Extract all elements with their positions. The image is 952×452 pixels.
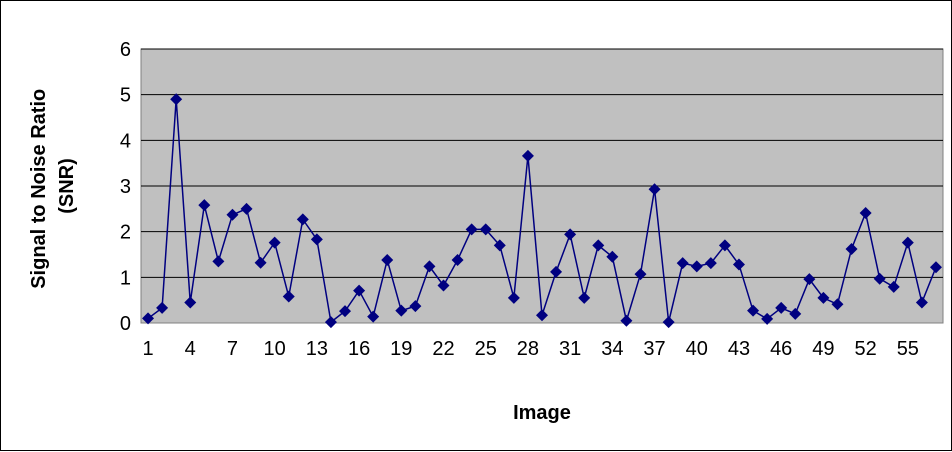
x-tick-label: 55: [897, 338, 919, 360]
data-point: [662, 316, 675, 329]
y-axis-title-line-2: (SNR): [56, 158, 78, 214]
data-point: [564, 228, 577, 241]
data-point: [831, 298, 844, 311]
data-point: [803, 273, 816, 286]
data-point: [606, 250, 619, 263]
data-point: [381, 253, 394, 266]
y-tick-label: 3: [120, 176, 131, 198]
data-markers: [142, 93, 942, 329]
data-point: [887, 280, 900, 293]
data-point: [732, 258, 745, 271]
data-point: [901, 236, 914, 249]
data-point: [339, 305, 352, 318]
y-tick-label: 6: [120, 39, 131, 61]
data-point: [550, 265, 563, 278]
y-tick-label: 1: [120, 267, 131, 289]
x-tick-label: 7: [227, 338, 238, 360]
data-point: [915, 296, 928, 309]
data-point: [226, 208, 239, 221]
x-tick-label: 46: [770, 338, 792, 360]
data-point: [282, 290, 295, 303]
y-axis-title: Signal to Noise Ratio (SNR): [28, 83, 78, 289]
data-point: [817, 291, 830, 304]
data-point: [296, 213, 309, 226]
data-point: [479, 223, 492, 236]
x-tick-label: 31: [559, 338, 581, 360]
x-tick-label: 25: [475, 338, 497, 360]
data-point: [704, 257, 717, 270]
x-axis-title: Image: [513, 402, 571, 424]
data-point: [184, 296, 197, 309]
y-tick-label: 5: [120, 85, 131, 107]
x-tick-label: 22: [432, 338, 454, 360]
data-point: [747, 304, 760, 317]
x-tick-label: 34: [601, 338, 623, 360]
y-axis-title-line-1: Signal to Noise Ratio: [28, 89, 50, 289]
data-point: [240, 202, 253, 215]
data-point: [690, 260, 703, 273]
data-point: [212, 255, 225, 268]
x-tick-label: 19: [390, 338, 412, 360]
data-point: [170, 93, 183, 106]
y-tick-label: 2: [120, 222, 131, 244]
data-point: [648, 183, 661, 196]
data-point: [775, 301, 788, 314]
data-point: [761, 312, 774, 325]
data-point: [929, 261, 942, 274]
x-tick-label: 1: [142, 338, 153, 360]
x-tick-label: 40: [686, 338, 708, 360]
data-point: [578, 291, 591, 304]
data-point: [395, 304, 408, 317]
data-point: [367, 310, 380, 323]
x-tick-label: 37: [643, 338, 665, 360]
y-tick-label: 0: [120, 313, 131, 335]
x-tick-label: 16: [348, 338, 370, 360]
y-tick-labels: 0 1 2 3 4 5 6: [120, 39, 131, 335]
data-point: [324, 316, 337, 329]
data-point: [409, 300, 422, 313]
data-point: [465, 223, 478, 236]
data-point: [536, 309, 548, 322]
data-point: [859, 206, 872, 219]
data-point: [845, 243, 858, 256]
x-tick-label: 43: [728, 338, 750, 360]
data-point: [310, 233, 323, 246]
data-point: [789, 307, 802, 320]
data-point: [437, 279, 450, 292]
data-point: [521, 149, 534, 162]
data-point: [156, 301, 169, 314]
x-tick-label: 49: [812, 338, 834, 360]
data-point: [254, 256, 267, 269]
data-point: [423, 260, 436, 273]
data-point: [353, 284, 366, 297]
data-point: [493, 239, 506, 252]
x-tick-label: 28: [517, 338, 539, 360]
data-point: [620, 314, 633, 327]
data-point: [634, 268, 647, 281]
data-point: [451, 253, 464, 266]
data-point: [507, 291, 520, 304]
x-tick-label: 10: [264, 338, 286, 360]
data-point: [676, 257, 689, 270]
data-point: [142, 312, 155, 325]
data-point: [268, 236, 281, 249]
x-tick-label: 4: [185, 338, 196, 360]
y-tick-label: 4: [120, 130, 131, 152]
x-tick-label: 13: [306, 338, 328, 360]
data-point: [592, 239, 605, 252]
x-tick-label: 52: [854, 338, 876, 360]
data-point: [718, 239, 731, 252]
x-tick-labels: 1 4 7 10 13 16 19 22 25 28 31 34 37 40 43 46 49 52 55: [142, 338, 918, 360]
data-point: [198, 199, 211, 212]
data-point: [873, 272, 886, 285]
